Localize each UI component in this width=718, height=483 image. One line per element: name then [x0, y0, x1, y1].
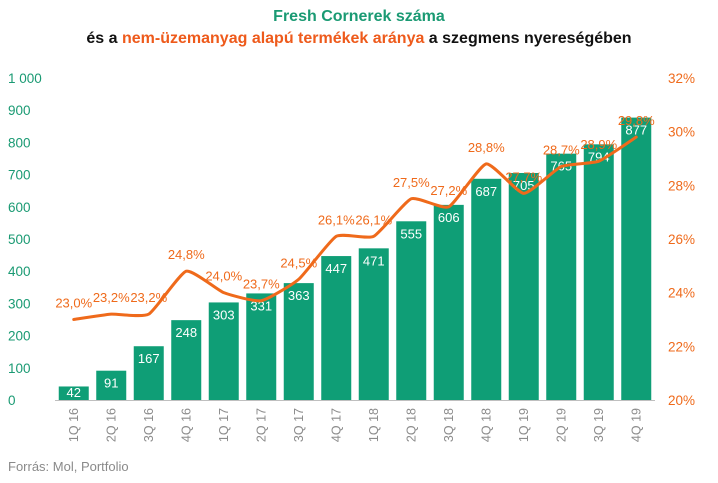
- left-tick-3: 300: [8, 296, 31, 311]
- bar-2: [133, 346, 164, 400]
- bar-label-6: 363: [288, 288, 310, 303]
- line-label-7: 26,1%: [318, 212, 355, 227]
- line-label-5: 23,7%: [243, 277, 280, 292]
- line-label-10: 27,2%: [430, 183, 467, 198]
- source-note: Forrás: Mol, Portfolio: [8, 459, 129, 474]
- bar-14: [583, 144, 614, 400]
- x-tick-1: 2Q 16: [104, 408, 118, 442]
- bar-11: [471, 178, 502, 400]
- line-label-4: 24,0%: [205, 269, 242, 284]
- left-tick-0: 0: [8, 393, 16, 408]
- line-label-2: 23,2%: [130, 290, 167, 305]
- x-tick-4: 1Q 17: [217, 408, 231, 442]
- bar-7: [321, 256, 352, 400]
- right-axis: 20% 22% 24% 26% 28% 30% 32%: [668, 71, 695, 408]
- x-tick-9: 2Q 18: [404, 408, 418, 442]
- bar-label-7: 447: [325, 261, 347, 276]
- bar-label-9: 555: [400, 226, 422, 241]
- chart-title: Fresh Cornerek száma és a nem-üzemanyag …: [0, 6, 718, 50]
- x-tick-0: 1Q 16: [67, 408, 81, 442]
- x-tick-13: 2Q 19: [554, 408, 568, 442]
- bar-label-5: 331: [250, 298, 272, 313]
- left-tick-8: 800: [8, 135, 31, 150]
- line-label-9: 27,5%: [393, 175, 430, 190]
- line-label-8: 26,1%: [355, 212, 392, 227]
- line-label-3: 24,8%: [168, 247, 205, 262]
- ratio-line: [72, 135, 638, 321]
- bar-label-3: 248: [175, 325, 197, 340]
- x-axis: 1Q 16 2Q 16 3Q 16 4Q 16 1Q 17 2Q 17 3Q 17 4Q 17…: [55, 400, 655, 442]
- bar-6: [283, 283, 314, 400]
- bar-3: [171, 320, 202, 400]
- left-tick-9: 900: [8, 103, 31, 118]
- x-tick-15: 4Q 19: [629, 408, 643, 442]
- bar-label-8: 471: [363, 253, 385, 268]
- line-label-12: 27,7%: [505, 169, 542, 184]
- right-tick-3: 26%: [668, 232, 695, 247]
- line-label-15: 29,8%: [618, 113, 655, 128]
- bar-4: [208, 302, 239, 400]
- title-line2-end: a szegmens nyereségében: [424, 30, 632, 47]
- bar-10: [433, 204, 464, 400]
- bar-series: [58, 117, 652, 400]
- title-line2-start: és a: [86, 30, 122, 47]
- left-tick-2: 200: [8, 329, 31, 344]
- bar-15: [621, 117, 652, 400]
- bar-12: [508, 172, 539, 400]
- line-label-1: 23,2%: [93, 290, 130, 305]
- bar-5: [246, 293, 277, 400]
- x-tick-8: 1Q 18: [367, 408, 381, 442]
- x-tick-11: 4Q 18: [479, 408, 493, 442]
- x-tick-10: 3Q 18: [442, 408, 456, 442]
- line-label-14: 28,9%: [580, 137, 617, 152]
- right-tick-6: 32%: [668, 71, 695, 86]
- x-tick-2: 3Q 16: [142, 408, 156, 442]
- bar-label-1: 91: [104, 376, 118, 391]
- bar-label-4: 303: [213, 307, 235, 322]
- left-tick-6: 600: [8, 200, 31, 215]
- left-axis: 0 100 200 300 400 500 600 700 800 900 1 000: [8, 71, 42, 408]
- right-tick-2: 24%: [668, 286, 695, 301]
- bar-label-10: 606: [438, 210, 460, 225]
- bar-label-2: 167: [138, 351, 160, 366]
- right-tick-0: 20%: [668, 393, 695, 408]
- bar-13: [546, 153, 577, 400]
- chart-title-line2: és a nem-üzemanyag alapú termékek aránya…: [0, 28, 718, 50]
- bar-9: [396, 221, 427, 400]
- x-tick-3: 4Q 16: [179, 408, 193, 442]
- line-label-6: 24,5%: [280, 255, 317, 270]
- left-tick-10: 1 000: [8, 71, 42, 86]
- title-line2-highlight: nem-üzemanyag alapú termékek aránya: [122, 30, 425, 47]
- line-value-labels: 23,0% 23,2% 23,2%24,8%24,0%23,7%24,5%26,1%…: [55, 113, 655, 310]
- bar-8: [358, 248, 389, 400]
- line-label-0: 23,0%: [55, 296, 92, 311]
- bar-label-14: 794: [588, 149, 610, 164]
- x-tick-5: 2Q 17: [254, 408, 268, 442]
- left-tick-7: 700: [8, 168, 31, 183]
- right-tick-1: 22%: [668, 339, 695, 354]
- bar-1: [96, 370, 127, 400]
- x-tick-6: 3Q 17: [292, 408, 306, 442]
- bar-0: [58, 386, 89, 400]
- x-tick-12: 1Q 19: [517, 408, 531, 442]
- left-tick-1: 100: [8, 361, 31, 376]
- chart-title-line1: Fresh Cornerek száma: [273, 8, 445, 25]
- line-label-13: 28,7%: [543, 143, 580, 158]
- left-tick-4: 400: [8, 264, 31, 279]
- right-tick-5: 30%: [668, 125, 695, 140]
- line-label-11: 28,8%: [468, 140, 505, 155]
- bar-label-0: 42: [67, 385, 81, 400]
- left-tick-5: 500: [8, 232, 31, 247]
- x-tick-14: 3Q 19: [592, 408, 606, 442]
- bar-label-11: 687: [475, 184, 497, 199]
- right-tick-4: 28%: [668, 178, 695, 193]
- line-series: [72, 135, 638, 321]
- bar-label-15: 877: [625, 123, 647, 138]
- x-tick-7: 4Q 17: [329, 408, 343, 442]
